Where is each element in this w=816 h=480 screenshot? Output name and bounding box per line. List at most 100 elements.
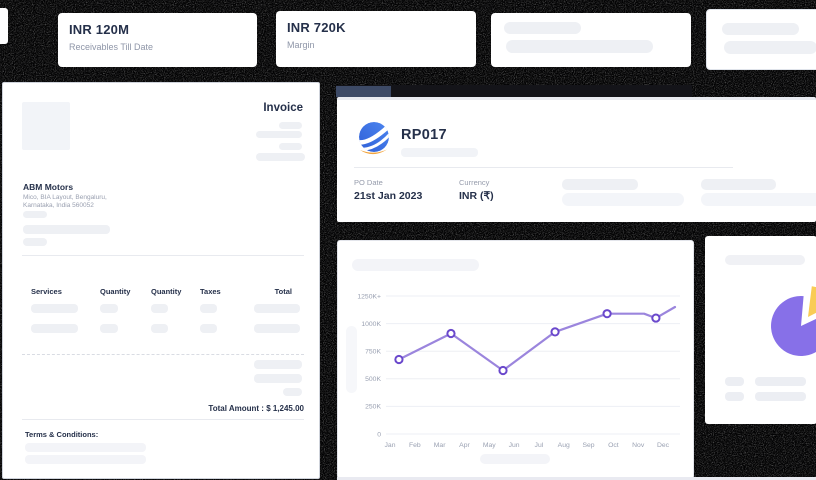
skeleton-bar <box>506 40 653 53</box>
skeleton-bar <box>256 153 305 161</box>
data-point-marker[interactable] <box>394 354 404 365</box>
pie-slice-remainder <box>771 296 816 356</box>
skeleton-cell <box>254 324 300 333</box>
skeleton-bar <box>283 388 302 396</box>
data-point-marker[interactable] <box>550 327 560 337</box>
col-header-services: Services <box>31 287 62 296</box>
skeleton-x-axis-title <box>480 454 550 464</box>
invoice-document: Invoice ABM Motors Mico, BIA Layout, Ben… <box>2 82 320 479</box>
y-tick-label: 1250K+ <box>357 293 381 300</box>
x-tick-label: Dec <box>657 442 670 449</box>
line-chart[interactable]: 1250K+ 1000K 750K 500K 250K 0 Jan Feb Mar Apr May J… <box>338 241 693 478</box>
skeleton-bar <box>504 22 581 34</box>
po-date-value: 21st Jan 2023 <box>354 190 423 202</box>
skeleton-bar <box>701 179 776 190</box>
data-point-marker[interactable] <box>651 313 661 323</box>
divider <box>22 419 304 420</box>
currency-label: Currency <box>459 178 490 187</box>
skeleton-bar <box>401 148 478 157</box>
skeleton-bar <box>562 179 638 190</box>
invoice-address-line2: Karnataka, India 560052 <box>23 202 94 209</box>
col-header-quantity-2: Quantity <box>151 287 182 296</box>
trend-line <box>397 305 677 372</box>
kpi-label: Margin <box>287 40 315 50</box>
col-header-total: Total <box>274 287 292 296</box>
skeleton-bar <box>701 193 816 206</box>
skeleton-bar <box>724 41 816 54</box>
divider <box>354 167 733 168</box>
x-tick-label: Feb <box>409 442 421 449</box>
po-code: RP017 <box>401 127 447 143</box>
globe-swoosh-logo-icon <box>359 122 389 155</box>
skeleton-legend-label <box>755 392 806 401</box>
trend-chart-card: 1250K+ 1000K 750K 500K 250K 0 Jan Feb Mar Apr May J… <box>337 240 694 479</box>
skeleton-cell <box>200 324 217 333</box>
skeleton-cell <box>100 324 118 333</box>
pie-slice-highlight <box>808 286 816 317</box>
col-header-taxes: Taxes <box>200 287 221 296</box>
skeleton-cell <box>200 304 217 313</box>
x-tick-label: Apr <box>459 442 470 449</box>
kpi-label: Receivables Till Date <box>69 42 154 52</box>
y-tick-label: 500K <box>365 376 381 383</box>
x-tick-label: Mar <box>434 442 446 449</box>
window-chrome-fragment <box>336 86 391 97</box>
x-tick-label: Jun <box>509 442 520 449</box>
y-tick-label: 0 <box>377 431 381 438</box>
skeleton-legend-swatch <box>725 377 744 386</box>
y-tick-label: 1000K <box>361 321 381 328</box>
skeleton-cell <box>254 304 300 313</box>
skeleton-legend-label <box>755 377 806 386</box>
kpi-card-margin[interactable]: INR 720K Margin <box>276 11 476 67</box>
kpi-value: INR 720K <box>287 20 346 35</box>
invoice-logo-placeholder <box>22 102 70 150</box>
skeleton-bar <box>254 360 302 369</box>
y-tick-label: 250K <box>365 404 381 411</box>
x-tick-label: Jan <box>385 442 396 449</box>
skeleton-cell <box>31 324 78 333</box>
offscreen-card-sliver <box>0 8 8 44</box>
x-tick-label: Jul <box>535 442 544 449</box>
invoice-title: Invoice <box>263 102 303 114</box>
skeleton-bar <box>25 455 146 464</box>
skeleton-cell <box>31 304 78 313</box>
skeleton-bar <box>279 143 302 150</box>
x-tick-label: Sep <box>582 442 594 449</box>
skeleton-bar <box>23 211 47 218</box>
skeleton-bar <box>23 238 47 246</box>
kpi-card-skeleton-2[interactable] <box>706 9 816 70</box>
skeleton-cell <box>100 304 118 313</box>
data-point-marker[interactable] <box>446 328 456 339</box>
skeleton-cell <box>151 304 168 313</box>
pie-chart-card <box>705 236 816 424</box>
skeleton-bar <box>279 122 302 129</box>
invoice-company-name: ABM Motors <box>23 182 74 192</box>
skeleton-bar <box>725 255 805 265</box>
skeleton-bar <box>23 225 110 234</box>
skeleton-bar <box>25 443 146 452</box>
data-point-marker[interactable] <box>498 365 508 376</box>
skeleton-legend-swatch <box>725 392 744 401</box>
x-tick-label: Nov <box>632 442 645 449</box>
x-tick-label: Oct <box>608 442 619 449</box>
skeleton-bar <box>254 374 302 383</box>
skeleton-bar <box>722 23 799 35</box>
invoice-address-line1: Mico, BIA Layout, Bengaluru, <box>23 194 107 201</box>
kpi-card-skeleton-1[interactable] <box>491 13 691 67</box>
pie-chart[interactable] <box>765 286 816 370</box>
divider <box>22 255 304 256</box>
terms-heading: Terms & Conditions: <box>25 430 99 439</box>
data-point-marker[interactable] <box>602 309 612 319</box>
skeleton-bar <box>256 131 302 138</box>
po-date-label: PO Date <box>354 178 383 187</box>
skeleton-cell <box>151 324 168 333</box>
kpi-value: INR 120M <box>69 22 130 37</box>
skeleton-bar <box>562 193 684 206</box>
po-header-card: RP017 PO Date 21st Jan 2023 Currency INR… <box>337 97 816 222</box>
dashed-divider <box>22 354 304 355</box>
kpi-card-receivables[interactable]: INR 120M Receivables Till Date <box>58 13 257 67</box>
col-header-quantity: Quantity <box>100 287 131 296</box>
invoice-total-amount: Total Amount : $ 1,245.00 <box>208 404 304 413</box>
y-tick-label: 750K <box>365 349 381 356</box>
